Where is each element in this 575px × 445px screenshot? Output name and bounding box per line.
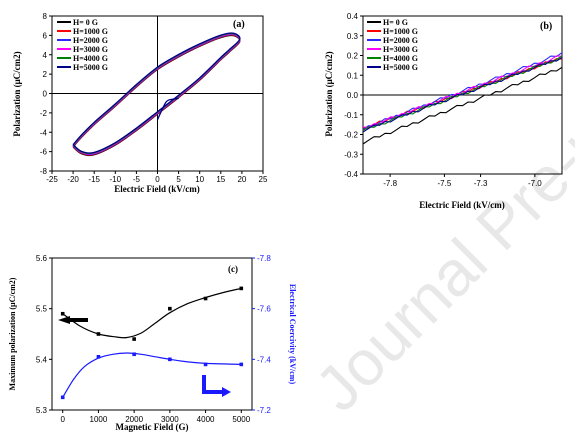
panel-b-series-line	[362, 57, 563, 133]
panel-c-data-point	[239, 362, 244, 367]
panel-b-ylabel: Polarization (μC/cm2)	[324, 51, 334, 136]
panel-b-ytick-label: 0.2	[347, 52, 359, 61]
panel-b-label: (b)	[540, 21, 552, 32]
panel-c-ytick-label: 5.3	[36, 406, 48, 415]
panel-b-legend-label: H=1000 G	[383, 27, 418, 36]
panel-b: -7.8 -7.5 -7.3 -7.0 -0.4 -0.3 -0.2 -0.1 0.0 0.1 0.…	[324, 12, 563, 210]
panel-c-y2label: Electrical Coercivity (kV/cm)	[288, 284, 297, 385]
panel-a-xtick-label: -25	[46, 175, 58, 184]
panel-b-series-line	[362, 52, 563, 130]
panel-b-xtick-label: -7.5	[438, 179, 452, 188]
panel-c: 0 1000 2000 3000 4000 5000 5.3 5.4 5.5 5.6 -7.2 -7.…	[8, 254, 297, 432]
panel-c-y2tick-label: -7.8	[257, 254, 271, 263]
panel-c-xtick-label: 5000	[232, 415, 250, 424]
panel-c-data-point	[60, 395, 65, 400]
panel-c-xtick-label: 2000	[125, 415, 143, 424]
panel-a-ytick-label: -4	[40, 128, 48, 137]
panel-c-xtick-label: 3000	[161, 415, 179, 424]
panel-a-ylabel: Polarization (μC/cm2)	[12, 51, 22, 136]
panel-a-initial-branch	[156, 97, 179, 120]
panel-b-legend-label: H=2000 G	[383, 36, 418, 45]
panel-a-ytick-label: 8	[43, 12, 48, 21]
panel-c-y2tick-label: -7.6	[257, 305, 271, 314]
panel-c-xtick-label: 0	[60, 415, 65, 424]
panel-b-legend: H= 0 GH=1000 GH=2000 GH=3000 GH=4000 GH=…	[367, 18, 418, 72]
panel-b-ytick-label: 0.0	[347, 91, 359, 100]
panel-b-legend-label: H= 0 G	[383, 18, 408, 27]
panel-a-legend-label: H=4000 G	[73, 54, 108, 63]
watermark-text: Journal Pre-proof	[301, 24, 575, 425]
panel-a-ytick-label: 0	[43, 90, 48, 99]
panel-c-data-point	[96, 332, 101, 336]
panel-c-data-point	[239, 286, 244, 291]
panel-b-legend-label: H=3000 G	[383, 45, 418, 54]
panel-c-data-point	[203, 296, 208, 301]
panel-c-ylabel: Maximum polarization (μC/cm2)	[8, 277, 17, 390]
panel-c-data-point	[203, 362, 208, 367]
right-axis-arrow-icon	[200, 375, 231, 397]
panel-a-xtick-label: -5	[133, 175, 141, 184]
panel-c-xtick-label: 1000	[90, 415, 108, 424]
panel-a-legend-label: H=5000 G	[73, 63, 108, 72]
panel-c-xlabel: Magnetic Field (G)	[116, 422, 189, 432]
panel-a-xtick-label: 0	[155, 175, 160, 184]
panel-b-ytick-label: 0.1	[347, 71, 359, 80]
panel-c-data-point	[96, 355, 101, 359]
panel-a-legend: H= 0 GH=1000 GH=2000 GH=3000 GH=4000 GH=…	[57, 18, 108, 72]
panel-b-ytick-label: 0.4	[347, 12, 359, 21]
panel-a-xtick-label: 20	[237, 175, 246, 184]
panel-a-ytick-label: 2	[43, 70, 48, 79]
panel-a-legend-label: H=1000 G	[73, 27, 108, 36]
panel-b-ytick-label: -0.1	[344, 111, 358, 120]
panel-c-frame	[51, 257, 253, 411]
panel-b-series-line	[362, 55, 563, 132]
panel-c-y2tick-label: -7.4	[257, 355, 271, 364]
panel-a-ytick-label: -8	[40, 167, 48, 176]
panel-b-xtick-label: -7.3	[474, 179, 488, 188]
panel-a-ytick-label: -6	[40, 148, 48, 157]
panel-c-ytick-label: 5.4	[36, 355, 48, 364]
left-axis-arrow-icon	[58, 316, 88, 324]
panel-a-xtick-label: 5	[176, 175, 181, 184]
panel-a-loop-series	[72, 32, 241, 154]
panel-a-xtick-label: -10	[110, 175, 122, 184]
panel-b-xtick-label: -7.8	[383, 179, 397, 188]
panel-a-xtick-label: 15	[216, 175, 225, 184]
panel-b-legend-label: H=5000 G	[383, 63, 418, 72]
panel-b-ytick-label: -0.2	[344, 131, 358, 140]
panel-a-xtick-label: -20	[67, 175, 79, 184]
panel-a-label: (a)	[233, 19, 245, 30]
panel-c-data-point	[132, 352, 136, 357]
panel-a-xtick-label: 10	[195, 175, 204, 184]
panel-b-ytick-label: -0.3	[344, 150, 358, 159]
panel-c-ytick-label: 5.5	[36, 305, 48, 314]
panel-c-data-point	[168, 306, 172, 311]
panel-a-legend-label: H=2000 G	[73, 36, 108, 45]
panel-a-legend-label: H= 0 G	[73, 18, 98, 27]
panel-c-label: (c)	[228, 264, 238, 274]
panel-a-xtick-label: -15	[88, 175, 100, 184]
panel-a-ytick-label: 6	[43, 31, 48, 40]
panel-a-legend-label: H=3000 G	[73, 45, 108, 54]
panel-b-series-line	[362, 66, 563, 145]
panel-c-xtick-label: 4000	[197, 415, 215, 424]
panel-b-xtick-label: -7.0	[528, 179, 542, 188]
panel-a-ytick-label: -2	[40, 109, 48, 118]
panel-b-legend-label: H=4000 G	[383, 54, 418, 63]
panel-b-ytick-label: 0.3	[347, 32, 359, 41]
panel-c-data-point	[168, 357, 172, 362]
panel-c-ytick-label: 5.6	[36, 254, 48, 263]
panel-b-ytick-label: -0.4	[344, 170, 358, 179]
panel-c-data-point	[132, 337, 136, 341]
panel-c-y2tick-label: -7.2	[257, 406, 271, 415]
panel-a-ytick-label: 4	[43, 51, 48, 60]
panel-c-fit-line	[62, 287, 242, 339]
panel-a-xlabel: Electric Field (kV/cm)	[114, 184, 199, 194]
panel-c-data-point	[60, 311, 65, 316]
panel-b-xlabel: Electric Field (kV/cm)	[419, 200, 504, 210]
panel-a-xtick-label: 25	[259, 175, 268, 184]
